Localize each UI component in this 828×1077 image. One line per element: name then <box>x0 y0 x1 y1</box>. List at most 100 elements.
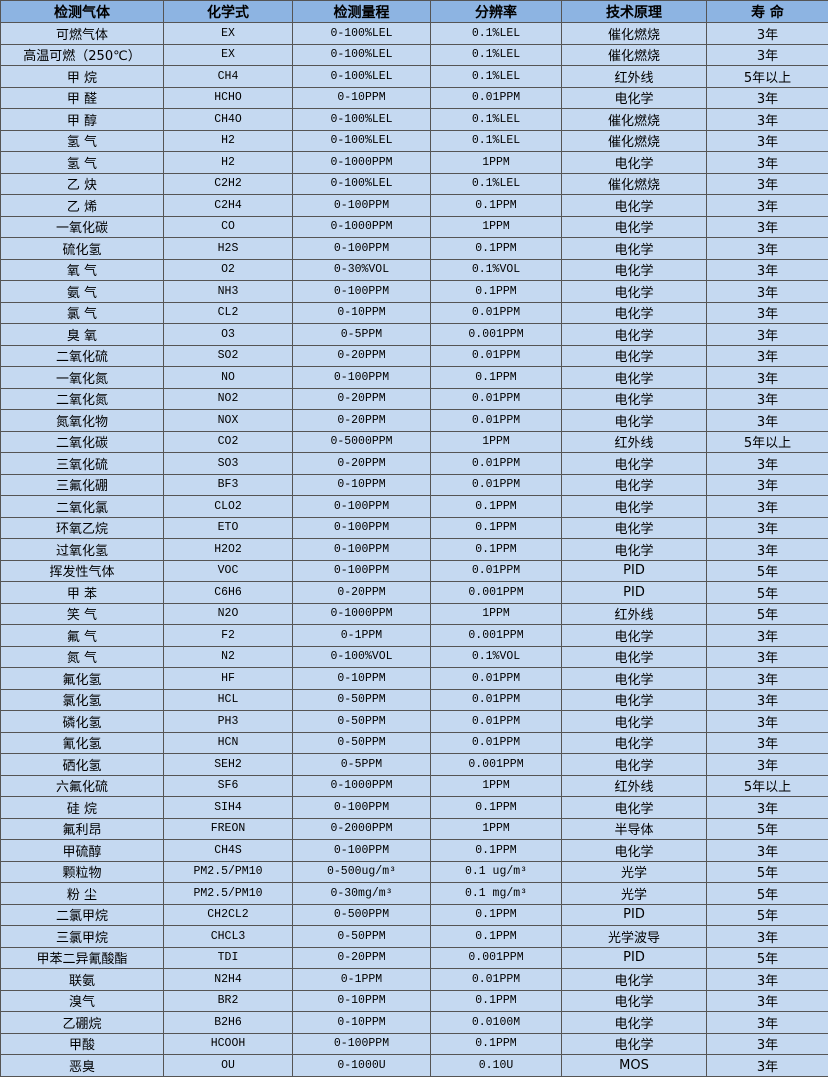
cell-principle: 催化燃烧 <box>562 109 707 131</box>
cell-gas: 氨 气 <box>1 281 164 303</box>
cell-resolution: 0.1%LEL <box>431 23 562 45</box>
cell-resolution: 0.1 ug/m³ <box>431 861 562 883</box>
cell-principle: 电化学 <box>562 840 707 862</box>
cell-gas: 氟化氢 <box>1 668 164 690</box>
cell-gas: 溴气 <box>1 990 164 1012</box>
cell-formula: VOC <box>164 560 293 582</box>
cell-principle: 催化燃烧 <box>562 23 707 45</box>
cell-gas: 氢 气 <box>1 130 164 152</box>
cell-formula: HCHO <box>164 87 293 109</box>
cell-gas: 氟利昂 <box>1 818 164 840</box>
cell-resolution: 1PPM <box>431 431 562 453</box>
cell-lifetime: 5年 <box>707 947 828 969</box>
cell-range: 0-1000PPM <box>293 603 431 625</box>
cell-lifetime: 3年 <box>707 238 828 260</box>
cell-range: 0-100PPM <box>293 1033 431 1055</box>
cell-formula: PM2.5/PM10 <box>164 883 293 905</box>
cell-formula: ETO <box>164 517 293 539</box>
cell-range: 0-100%VOL <box>293 646 431 668</box>
cell-lifetime: 3年 <box>707 689 828 711</box>
cell-range: 0-30%VOL <box>293 259 431 281</box>
cell-principle: 光学波导 <box>562 926 707 948</box>
cell-lifetime: 5年 <box>707 883 828 905</box>
cell-range: 0-100%LEL <box>293 130 431 152</box>
cell-formula: C6H6 <box>164 582 293 604</box>
cell-principle: 电化学 <box>562 195 707 217</box>
cell-gas: 高温可燃（250℃） <box>1 44 164 66</box>
cell-formula: CH2CL2 <box>164 904 293 926</box>
cell-lifetime: 3年 <box>707 367 828 389</box>
cell-range: 0-1000PPM <box>293 216 431 238</box>
cell-formula: O3 <box>164 324 293 346</box>
cell-formula: CLO2 <box>164 496 293 518</box>
cell-gas: 过氧化氢 <box>1 539 164 561</box>
cell-formula: CH4O <box>164 109 293 131</box>
cell-lifetime: 3年 <box>707 216 828 238</box>
cell-lifetime: 3年 <box>707 646 828 668</box>
cell-formula: F2 <box>164 625 293 647</box>
cell-formula: CO2 <box>164 431 293 453</box>
cell-lifetime: 3年 <box>707 517 828 539</box>
cell-resolution: 0.1PPM <box>431 517 562 539</box>
cell-range: 0-100PPM <box>293 539 431 561</box>
cell-gas: 六氟化硫 <box>1 775 164 797</box>
cell-lifetime: 3年 <box>707 453 828 475</box>
cell-formula: CH4 <box>164 66 293 88</box>
cell-lifetime: 3年 <box>707 130 828 152</box>
cell-lifetime: 3年 <box>707 711 828 733</box>
cell-principle: 电化学 <box>562 281 707 303</box>
cell-range: 0-50PPM <box>293 926 431 948</box>
cell-formula: BF3 <box>164 474 293 496</box>
cell-formula: HCL <box>164 689 293 711</box>
cell-principle: MOS <box>562 1055 707 1077</box>
cell-principle: 红外线 <box>562 775 707 797</box>
cell-principle: 电化学 <box>562 87 707 109</box>
cell-resolution: 0.1PPM <box>431 539 562 561</box>
cell-gas: 甲 苯 <box>1 582 164 604</box>
cell-lifetime: 5年 <box>707 904 828 926</box>
header-row: 检测气体 化学式 检测量程 分辨率 技术原理 寿 命 <box>1 1 828 23</box>
cell-resolution: 0.01PPM <box>431 711 562 733</box>
cell-lifetime: 3年 <box>707 1055 828 1077</box>
cell-formula: H2 <box>164 130 293 152</box>
cell-range: 0-20PPM <box>293 947 431 969</box>
cell-formula: CO <box>164 216 293 238</box>
cell-range: 0-10PPM <box>293 990 431 1012</box>
cell-gas: 一氧化氮 <box>1 367 164 389</box>
cell-principle: 电化学 <box>562 496 707 518</box>
cell-principle: 电化学 <box>562 711 707 733</box>
cell-resolution: 0.01PPM <box>431 560 562 582</box>
cell-gas: 甲酸 <box>1 1033 164 1055</box>
cell-formula: PH3 <box>164 711 293 733</box>
cell-gas: 乙 炔 <box>1 173 164 195</box>
cell-lifetime: 3年 <box>707 1012 828 1034</box>
cell-range: 0-5PPM <box>293 754 431 776</box>
cell-lifetime: 3年 <box>707 345 828 367</box>
cell-lifetime: 3年 <box>707 539 828 561</box>
cell-range: 0-10PPM <box>293 1012 431 1034</box>
cell-range: 0-500ug/m³ <box>293 861 431 883</box>
cell-formula: O2 <box>164 259 293 281</box>
cell-lifetime: 3年 <box>707 840 828 862</box>
cell-resolution: 0.1%LEL <box>431 66 562 88</box>
cell-principle: 电化学 <box>562 453 707 475</box>
cell-gas: 氢 气 <box>1 152 164 174</box>
